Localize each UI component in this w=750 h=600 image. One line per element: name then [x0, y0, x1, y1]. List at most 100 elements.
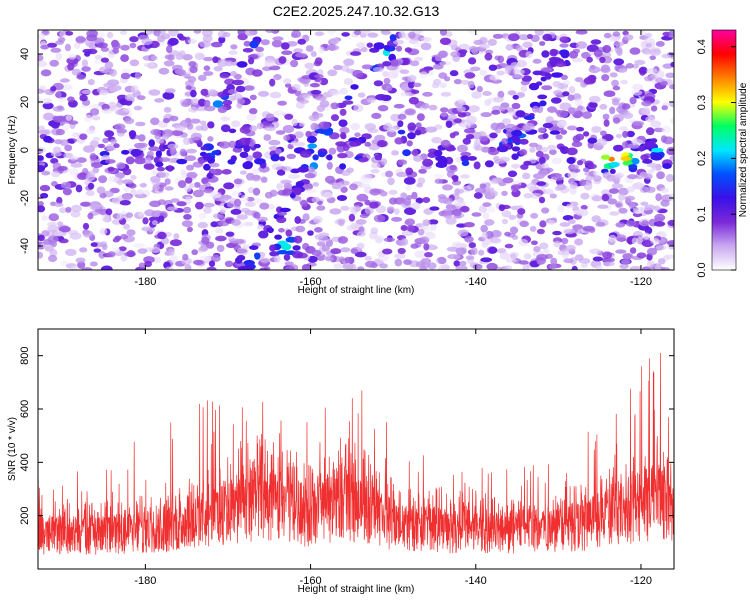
x-tick-label: -160	[300, 276, 322, 288]
heatmap-cell	[533, 246, 541, 253]
heatmap-cell	[40, 192, 49, 199]
heatmap-cell	[398, 31, 406, 39]
heatmap-cell	[404, 207, 416, 215]
heatmap-x-axis-label: Height of straight line (km)	[298, 285, 415, 296]
figure-title: C2E2.2025.247.10.32.G13	[273, 3, 440, 19]
heatmap-cell	[471, 212, 482, 217]
heatmap-cell	[49, 59, 59, 67]
heatmap-cell	[394, 137, 404, 145]
heatmap-cell	[473, 161, 481, 170]
heatmap-cell	[607, 198, 617, 205]
heatmap-cell	[276, 169, 286, 176]
heatmap-cell	[243, 221, 254, 227]
heatmap-cell	[74, 42, 81, 49]
heatmap-cell	[295, 90, 302, 97]
heatmap-cell	[583, 182, 593, 191]
heatmap-cell	[120, 255, 128, 262]
heatmap-cell	[150, 117, 160, 126]
heatmap-cell	[60, 84, 73, 91]
heatmap-cell	[589, 248, 602, 255]
heatmap-cell	[504, 123, 517, 132]
heatmap-cell	[154, 98, 165, 103]
heatmap-cell	[125, 156, 135, 165]
y-tick-label: 800	[19, 346, 31, 364]
heatmap-cell	[299, 99, 310, 104]
heatmap-cell	[397, 129, 406, 135]
heatmap-cell	[653, 205, 661, 212]
heatmap-cell	[445, 31, 453, 38]
heatmap-cell	[613, 144, 624, 152]
heatmap-cell	[371, 112, 382, 119]
heatmap-cell	[488, 64, 498, 71]
heatmap-cell	[474, 145, 483, 151]
heatmap-cell	[170, 147, 177, 156]
heatmap-cell	[555, 62, 566, 68]
heatmap-cell	[442, 184, 453, 191]
heatmap-cell	[618, 193, 626, 201]
heatmap-cell	[480, 257, 493, 263]
heatmap-cell	[575, 41, 588, 49]
heatmap-cell	[501, 210, 512, 218]
heatmap-cell	[421, 102, 430, 109]
heatmap-cell	[104, 159, 116, 164]
heatmap-cell	[646, 68, 658, 74]
heatmap-cell	[288, 174, 301, 180]
heatmap-cell	[197, 74, 207, 82]
heatmap-cell	[515, 45, 523, 52]
heatmap-cell	[491, 177, 502, 183]
heatmap-cell	[201, 236, 210, 245]
heatmap-cell	[286, 153, 297, 160]
heatmap-cell	[209, 191, 222, 199]
heatmap-cell	[217, 59, 228, 67]
heatmap-cell	[549, 149, 557, 156]
heatmap-cell	[249, 40, 259, 49]
heatmap-cell	[423, 243, 430, 251]
heatmap-cell	[252, 151, 263, 159]
heatmap-cell	[253, 143, 261, 149]
heatmap-cell	[537, 94, 548, 100]
heatmap-cell	[79, 133, 88, 140]
heatmap-cell	[244, 201, 256, 207]
heatmap-cell	[438, 50, 448, 59]
heatmap-cell	[284, 113, 294, 120]
heatmap-cell	[113, 123, 126, 131]
heatmap-cell	[259, 267, 269, 270]
heatmap-cell	[517, 208, 526, 215]
heatmap-cell	[555, 134, 563, 140]
heatmap-cell	[655, 77, 664, 83]
heatmap-cell	[422, 158, 434, 167]
heatmap-cell	[385, 85, 393, 92]
heatmap-cell	[260, 176, 268, 183]
heatmap-cell	[631, 139, 644, 145]
heatmap-cell	[619, 126, 629, 132]
heatmap-cell	[609, 188, 619, 194]
heatmap-cell	[48, 254, 58, 263]
heatmap-cell	[94, 208, 106, 213]
heatmap-cell	[343, 58, 355, 66]
colorbar-tick-label: 0.3	[696, 95, 708, 110]
heatmap-cell	[104, 130, 115, 138]
heatmap-cell	[376, 140, 388, 148]
heatmap-cell	[581, 51, 591, 59]
heatmap-cell	[457, 112, 467, 118]
heatmap-cell	[660, 199, 670, 207]
heatmap-cell	[511, 163, 521, 169]
heatmap-cell	[314, 227, 323, 233]
colorbar-tick-label: 0.4	[696, 39, 708, 54]
heatmap-cell	[585, 175, 593, 182]
heatmap-cell	[557, 204, 565, 213]
heatmap-cell	[452, 175, 459, 183]
heatmap-cell	[282, 125, 295, 133]
heatmap-cell	[492, 33, 503, 39]
heatmap-cell	[627, 143, 640, 149]
heatmap-cell	[588, 66, 601, 74]
heatmap-cell	[38, 201, 44, 207]
heatmap-cell	[452, 209, 462, 217]
heatmap-cell	[282, 166, 293, 172]
heatmap-cell	[81, 89, 93, 95]
heatmap-cell	[176, 158, 188, 165]
heatmap-cell	[256, 216, 268, 222]
heatmap-cell	[318, 121, 331, 130]
heatmap-cell	[356, 193, 369, 202]
heatmap-cell	[482, 212, 490, 220]
